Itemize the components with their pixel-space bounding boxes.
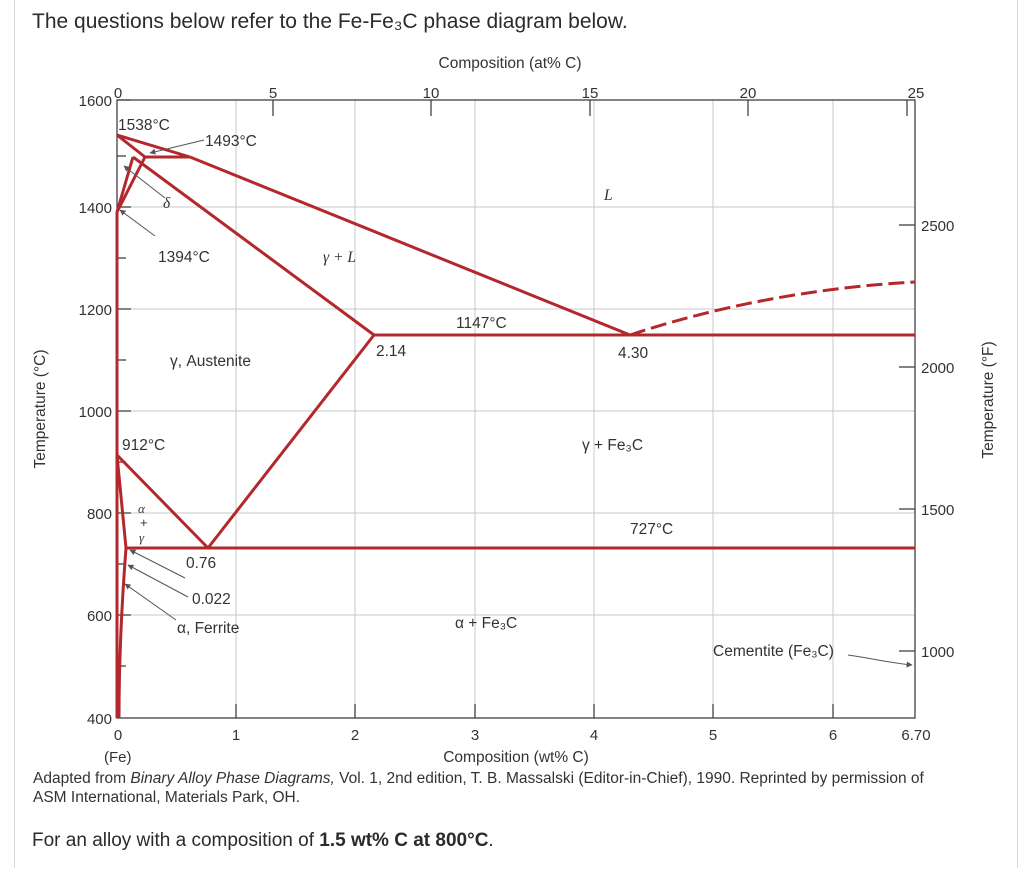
bottom-tick-4: 4: [590, 727, 598, 744]
credit-book-title: Binary Alloy Phase Diagrams,: [130, 770, 335, 787]
label-912: 912°C: [122, 437, 165, 454]
top-tick-5: 5: [269, 85, 277, 102]
top-tick-25: 25: [908, 85, 925, 102]
label-2-14: 2.14: [376, 343, 407, 360]
left-tick-1200: 1200: [79, 302, 112, 319]
bottom-tick-0: 0: [114, 727, 122, 744]
left-tick-1000: 1000: [79, 404, 112, 421]
top-tick-15: 15: [582, 85, 599, 102]
left-tick-800: 800: [87, 506, 112, 523]
grid: [117, 100, 915, 718]
right-tick-2000: 2000: [921, 360, 954, 377]
label-plus: +: [140, 515, 148, 530]
label-1394: 1394°C: [158, 249, 210, 266]
credit-text: Adapted from Binary Alloy Phase Diagrams…: [33, 770, 924, 806]
right-tick-1000: 1000: [921, 644, 954, 661]
label-cementite: Cementite (Fe₃C): [713, 643, 834, 660]
bottom-tick-5: 5: [709, 727, 717, 744]
top-tick-20: 20: [740, 85, 757, 102]
label-0-76: 0.76: [186, 555, 216, 572]
label-austenite: γ, Austenite: [170, 353, 251, 370]
label-liquid: L: [603, 187, 613, 204]
top-tick-0: 0: [114, 85, 122, 102]
label-alpha-fe3c: α + Fe₃C: [455, 615, 517, 632]
label-1493: 1493°C: [205, 133, 257, 150]
label-alpha: α: [138, 501, 146, 516]
right-axis-title: Temperature (°F): [980, 341, 997, 458]
right-tick-2500: 2500: [921, 218, 954, 235]
bottom-tick-670: 6.70: [901, 727, 930, 744]
left-tick-600: 600: [87, 608, 112, 625]
right-tick-1500: 1500: [921, 502, 954, 519]
bottom-axis-title: Composition (wt% C): [443, 749, 589, 766]
label-1147: 1147°C: [456, 315, 507, 332]
label-delta: δ: [163, 195, 171, 212]
label-ferrite: α, Ferrite: [177, 620, 239, 637]
label-gamma-plus-l: γ + L: [323, 249, 356, 266]
top-axis-title: Composition (at% C): [439, 55, 582, 72]
left-tick-400: 400: [87, 711, 112, 728]
label-gamma: γ: [139, 530, 145, 545]
intro-text: The questions below refer to the Fe-Fe₃C…: [32, 10, 628, 33]
cementite-liquidus-dashed: [629, 280, 916, 337]
left-tick-1400: 1400: [79, 200, 112, 217]
fe-label: (Fe): [104, 749, 132, 766]
label-727: 727°C: [630, 521, 673, 538]
bottom-tick-1: 1: [232, 727, 240, 744]
left-axis-title: Temperature (°C): [32, 349, 49, 468]
content-frame: [14, 0, 1018, 868]
label-gamma-fe3c: γ + Fe₃C: [582, 437, 643, 454]
question-text: For an alloy with a composition of 1.5 w…: [32, 830, 494, 851]
top-tick-10: 10: [423, 85, 440, 102]
label-0-022: 0.022: [192, 591, 231, 608]
question-condition: 1.5 wt% C at 800°C: [319, 830, 489, 851]
bottom-tick-6: 6: [829, 727, 837, 744]
label-4-30: 4.30: [618, 345, 649, 362]
phase-boundaries: [115, 133, 915, 719]
left-tick-1600: 1600: [79, 93, 112, 110]
bottom-tick-3: 3: [471, 727, 479, 744]
label-1538: 1538°C: [118, 117, 170, 134]
bottom-tick-2: 2: [351, 727, 359, 744]
